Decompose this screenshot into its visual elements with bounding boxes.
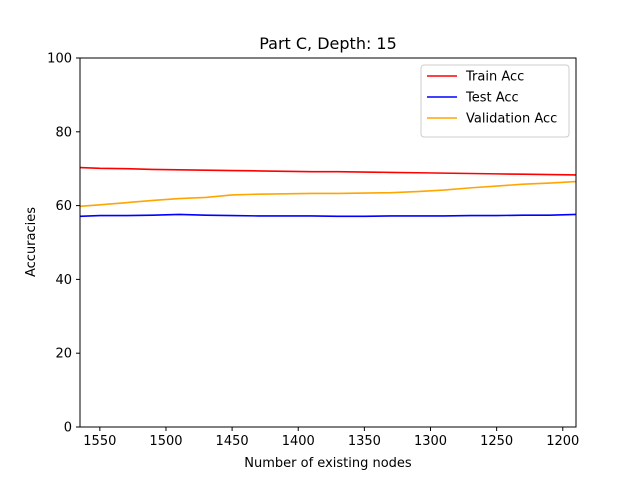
x-tick-label: 1400: [282, 434, 315, 449]
series-line-validation-acc: [79, 180, 577, 208]
legend-box: [420, 64, 570, 138]
chart-title: Part C, Depth: 15: [259, 34, 397, 53]
y-tick-label: 80: [55, 125, 72, 140]
series-layer: [79, 166, 577, 218]
y-tick-label: 100: [47, 52, 72, 67]
y-tick-label: 0: [64, 421, 72, 436]
x-axis-label: Number of existing nodes: [244, 456, 412, 471]
x-tick-label: 1350: [348, 434, 381, 449]
legend-label: Train Acc: [465, 70, 524, 85]
series-line-test-acc: [79, 213, 577, 218]
y-tick-label: 20: [55, 347, 72, 362]
y-tick-label: 60: [55, 199, 72, 214]
x-tick-label: 1300: [414, 434, 447, 449]
x-axis-ticks: 1550 1500 1450 1400 1350 1300 1250 1200: [83, 427, 579, 449]
x-tick-label: 1250: [480, 434, 513, 449]
plot-frame: [79, 57, 577, 428]
x-tick-label: 1450: [216, 434, 249, 449]
y-axis-ticks: 0 20 40 60 80 100: [47, 52, 80, 436]
legend: Train Acc Test Acc Validation Acc: [420, 64, 570, 138]
legend-label: Test Acc: [465, 91, 519, 106]
y-tick-label: 40: [55, 273, 72, 288]
series-line-train-acc: [79, 166, 577, 176]
legend-label: Validation Acc: [466, 112, 557, 127]
x-tick-label: 1550: [83, 434, 116, 449]
y-axis-label: Accuracies: [24, 207, 39, 277]
x-tick-label: 1500: [149, 434, 182, 449]
x-tick-label: 1200: [546, 434, 579, 449]
